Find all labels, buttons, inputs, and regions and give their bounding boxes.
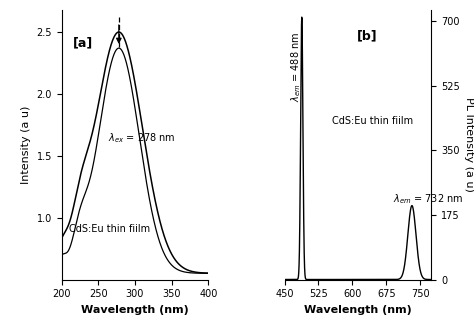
X-axis label: Wavelength (nm): Wavelength (nm) xyxy=(304,305,412,315)
Y-axis label: Intensity (a u): Intensity (a u) xyxy=(21,105,31,184)
Text: $\lambda_{em}$ = 732 nm: $\lambda_{em}$ = 732 nm xyxy=(393,192,463,206)
Text: [b]: [b] xyxy=(357,29,377,42)
Text: CdS:Eu thin fiilm: CdS:Eu thin fiilm xyxy=(332,116,413,126)
Text: $\lambda_{ex}$ = 278 nm: $\lambda_{ex}$ = 278 nm xyxy=(108,131,175,145)
Text: $\lambda_{em}$ = 488 nm: $\lambda_{em}$ = 488 nm xyxy=(289,32,303,102)
X-axis label: Wavelength (nm): Wavelength (nm) xyxy=(81,305,189,315)
Text: CdS:Eu thin fiilm: CdS:Eu thin fiilm xyxy=(69,225,150,234)
Text: [a]: [a] xyxy=(73,37,93,50)
Y-axis label: PL Intensity (a u): PL Intensity (a u) xyxy=(464,97,474,192)
